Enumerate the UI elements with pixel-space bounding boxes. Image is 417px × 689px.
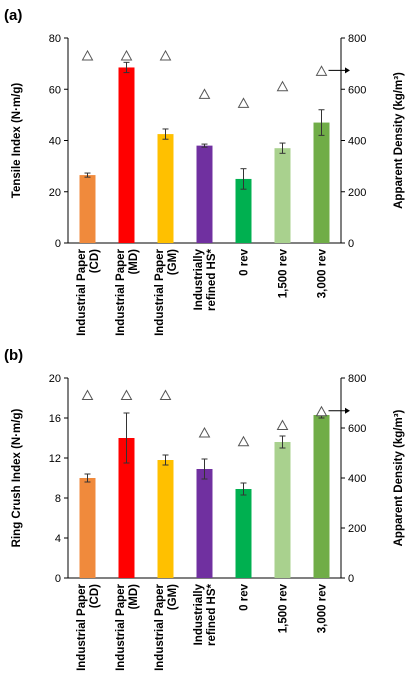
panel-b-density-marker: [198, 426, 211, 438]
panel-b-letter: (b): [4, 347, 23, 364]
panel-a-ytick-label: 40: [49, 136, 61, 148]
panel-a-bar: [313, 122, 330, 243]
panel-b-density-marker: [81, 389, 94, 400]
panel-a-bar: [274, 148, 291, 243]
panel-b-category-label: Industrial Paper: [115, 583, 127, 670]
panel-b-category-label: (GM): [167, 584, 179, 610]
panel-a-category-label: Industrial Paper: [154, 248, 166, 335]
panel-b-density-marker: [276, 419, 289, 430]
panel-a-density-marker: [159, 49, 172, 61]
panel-b-ytick-label: 8: [55, 493, 61, 505]
panel-a-bar: [235, 178, 252, 243]
panel-a-bar: [118, 67, 135, 243]
panel-b-y2tick-label: 600: [348, 423, 366, 435]
panel-b-ytick-label: 12: [49, 453, 61, 465]
panel-b-category-label: Industrial Paper: [76, 583, 88, 670]
panel-a-letter: (a): [4, 7, 22, 24]
panel-b-category-label: 0 rev: [239, 583, 251, 610]
panel-b-axis-arrowhead: [345, 407, 350, 414]
panel-b-density-marker: [237, 435, 250, 447]
panel-a-y2label: Apparent Density (kg/m³): [393, 72, 405, 209]
panel-a-ylabel: Tensile Index (N·m/g): [11, 83, 23, 199]
panel-b-category-label: Industrial Paper: [154, 583, 166, 670]
panel-b-bar: [235, 489, 252, 578]
panel-b-y2tick-label: 400: [348, 473, 366, 485]
panel-a-bar: [157, 134, 174, 243]
panel-b-bar: [196, 469, 213, 578]
panel-b-bar: [274, 442, 291, 578]
panel-a-category-label: 0 rev: [239, 248, 251, 275]
panel-b-bar: [79, 478, 96, 578]
panel-b-category-label: 1,500 rev: [278, 583, 290, 633]
panel-a-axis-arrowhead: [345, 67, 350, 74]
panel-a-density-marker: [120, 49, 133, 61]
panel-a-bar: [79, 175, 96, 243]
panel-b-density-marker: [315, 405, 328, 417]
panel-b-ytick-label: 0: [55, 573, 61, 585]
panel-a-density-marker: [81, 49, 94, 61]
panel-b-category-label: 3,000 rev: [317, 583, 329, 633]
panel-b-category-label: (CD): [89, 584, 101, 608]
panel-a-ytick-label: 20: [49, 187, 61, 199]
panel-a-category-label: (GM): [167, 249, 179, 275]
panel-a-category-label: (MD): [128, 249, 140, 275]
panel-a-category-label: 1,500 rev: [278, 248, 290, 298]
panel-a-category-label: refined HS*: [206, 248, 218, 311]
panel-a-density-marker: [276, 80, 289, 92]
panel-a-ytick-label: 60: [49, 84, 61, 96]
panel-b-y2tick-label: 200: [348, 523, 366, 535]
panel-b-bar: [118, 438, 135, 578]
panel-a-y2tick-label: 0: [348, 238, 354, 250]
panel-b-ytick-label: 16: [49, 413, 61, 425]
panel-a-category-label: Industrial Paper: [76, 248, 88, 335]
panel-a-y2tick-label: 400: [348, 136, 366, 148]
panel-b-ylabel: Ring Crush Index (N·m/g): [11, 409, 23, 548]
panel-b-ytick-label: 20: [49, 373, 61, 385]
panel-a-category-label: Industrially: [193, 248, 205, 310]
panel-a-category-label: 3,000 rev: [317, 248, 329, 298]
panel-a-category-label: (CD): [89, 249, 101, 273]
panel-b-category-label: (MD): [128, 584, 140, 610]
panel-b-density-marker: [159, 389, 172, 400]
panel-b-y2label: Apparent Density (kg/m³): [393, 409, 405, 546]
panel-b-ytick-label: 4: [55, 533, 61, 545]
panel-b-bar: [157, 460, 174, 578]
panel-a-bar: [196, 145, 213, 243]
panel-a-y2tick-label: 800: [348, 33, 366, 45]
panel-b-category-label: refined HS*: [206, 583, 218, 646]
panel-b-y2tick-label: 0: [348, 573, 354, 585]
panel-a-ytick-label: 0: [55, 238, 61, 250]
panel-b-y2tick-label: 800: [348, 373, 366, 385]
panel-a-y2tick-label: 200: [348, 187, 366, 199]
panel-b-category-label: Industrially: [193, 583, 205, 645]
panel-a-category-label: Industrial Paper: [115, 248, 127, 335]
panel-a-density-marker: [198, 88, 211, 99]
panel-a-density-marker: [315, 65, 328, 76]
panel-a-ytick-label: 80: [49, 33, 61, 45]
panel-b-density-marker: [120, 389, 133, 400]
panel-a-y2tick-label: 600: [348, 84, 366, 96]
panel-b-bar: [313, 415, 330, 578]
panel-a-density-marker: [237, 97, 250, 108]
